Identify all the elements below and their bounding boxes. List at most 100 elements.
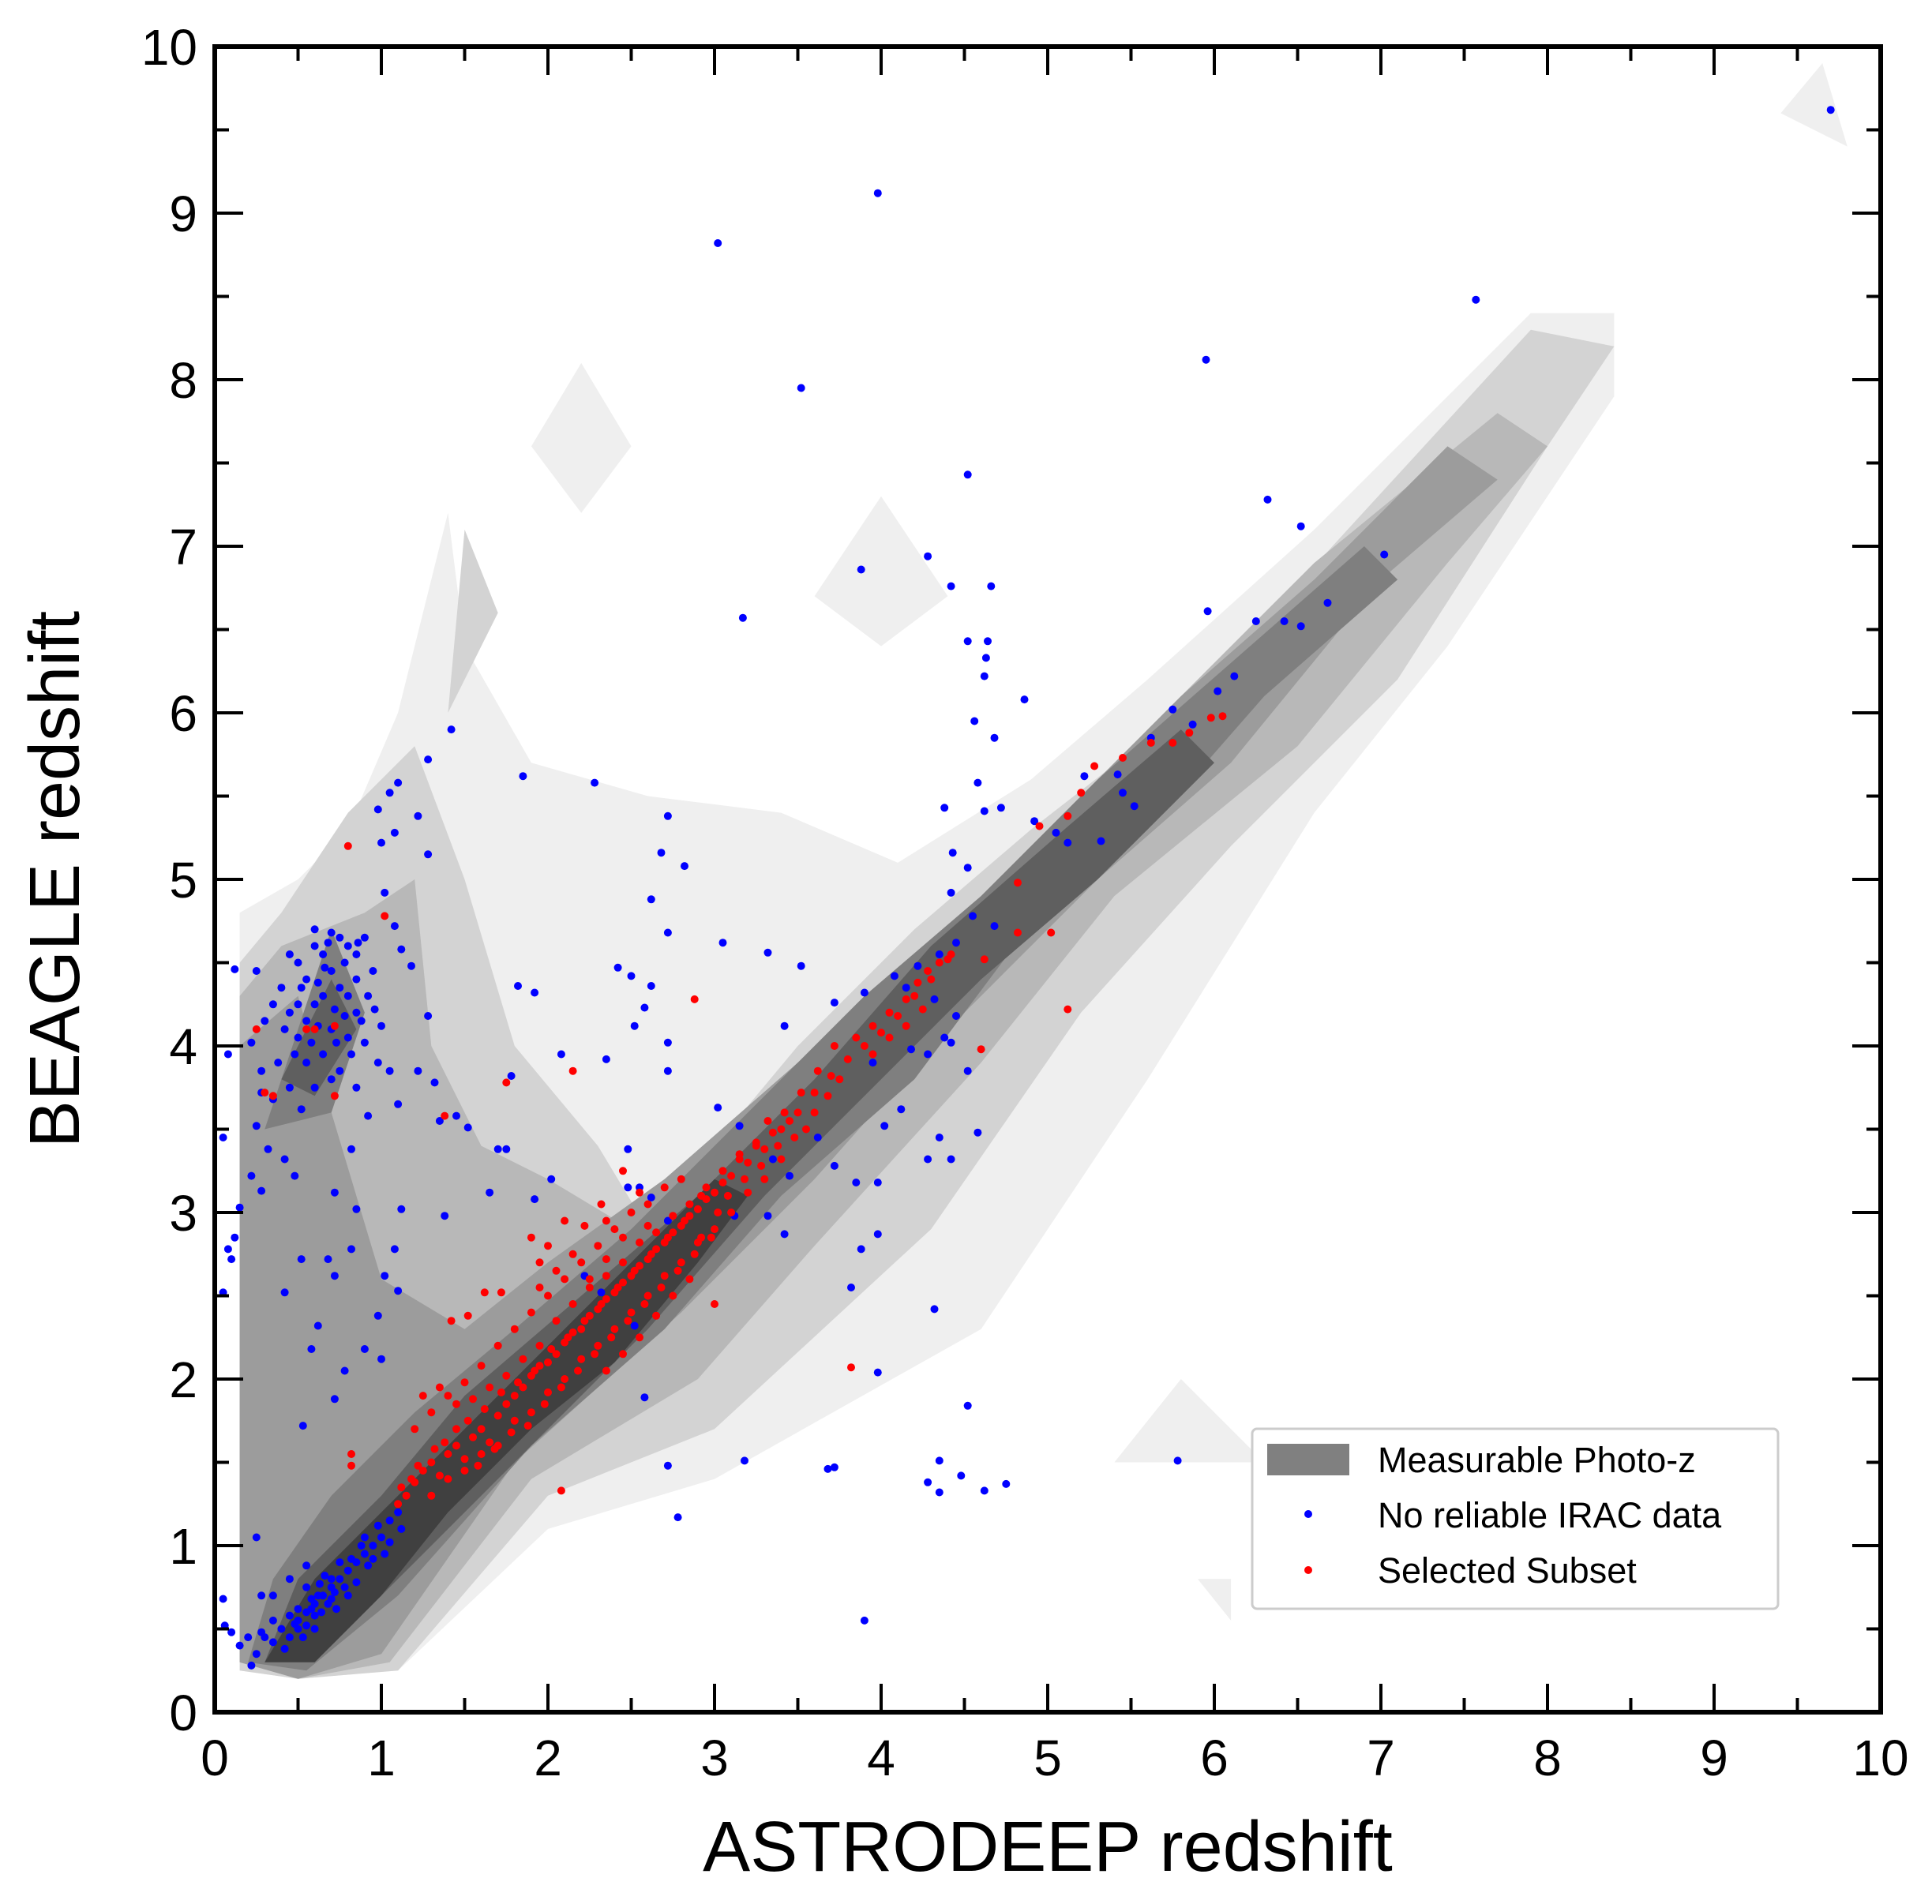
data-point [514,1378,522,1387]
data-point [452,1400,460,1408]
data-point [813,1134,822,1141]
data-point [327,928,336,937]
data-point [777,1155,786,1164]
contour-layer [239,63,1848,1679]
data-point [336,1066,344,1075]
y-axis-title: BEAGLE redshift [16,611,95,1148]
x-tick-label: 2 [534,1730,562,1786]
data-point [285,1633,294,1642]
data-point [873,1230,882,1239]
data-point [385,1538,394,1546]
data-point [302,1561,311,1570]
data-point [727,1171,736,1180]
y-tick-label: 0 [169,1685,197,1741]
data-point [497,1388,505,1396]
data-point [935,1134,943,1141]
data-point [930,995,939,1003]
data-point [330,1272,339,1280]
data-point [741,1175,748,1183]
data-point [510,1325,519,1333]
data-point [594,1341,602,1350]
data-point [327,1575,336,1584]
data-point [663,811,672,820]
x-axis-title: ASTRODEEP redshift [703,1808,1393,1887]
x-tick-label: 3 [700,1730,729,1786]
data-point [980,672,989,680]
data-point [427,1458,436,1467]
data-point [880,1122,889,1130]
data-point [535,1258,544,1267]
data-point [714,1209,722,1216]
data-point [235,1203,244,1212]
data-point [877,1029,885,1037]
data-point [268,1616,277,1625]
data-point [435,1117,444,1125]
data-point [519,1383,527,1392]
data-point [790,1134,799,1141]
x-tick-labels: 0 1 2 3 4 5 6 7 8 9 10 [201,1730,1908,1786]
data-point [315,1580,324,1588]
data-point [1214,687,1222,695]
data-point [624,1145,632,1153]
data-point [463,1416,472,1425]
data-point [935,958,943,967]
data-point [373,1059,382,1067]
data-point [597,1300,606,1308]
y-tick-label: 8 [169,352,197,409]
data-point [369,1554,377,1563]
data-point [343,991,352,1000]
data-point [370,1005,379,1014]
data-point [452,1425,460,1434]
data-point [963,1401,972,1410]
data-point [310,1025,319,1033]
data-point [630,1266,639,1275]
data-point [627,1308,636,1317]
data-point [397,1524,406,1533]
data-point [381,1550,389,1558]
data-point [1097,837,1105,845]
data-point [394,778,403,787]
data-point [564,1333,572,1342]
data-point [469,1395,477,1404]
data-point [1472,295,1480,304]
data-point [774,1141,782,1150]
data-point [319,950,328,958]
data-point [480,1405,489,1413]
data-point [1014,928,1022,937]
data-point [852,1179,861,1186]
data-point [1064,1005,1072,1014]
data-point [444,1475,452,1483]
data-point [935,1488,943,1497]
data-point [711,1225,718,1234]
data-point [252,1533,261,1542]
data-point [497,1288,505,1297]
data-point [519,1355,527,1363]
data-point [321,963,329,972]
data-point [427,1491,436,1500]
data-point [377,1021,385,1030]
data-point [277,1625,286,1633]
data-point [297,1255,306,1264]
data-point [902,1021,910,1030]
data-point [347,1461,355,1470]
data-point [424,1012,433,1020]
data-point [860,1042,868,1050]
data-point [373,1311,382,1320]
data-point [697,1191,706,1200]
data-point [381,1272,389,1280]
data-point [394,1287,403,1295]
data-point [527,1308,535,1317]
data-point [1064,811,1072,820]
data-point [830,1042,838,1050]
data-point [418,1467,427,1475]
data-point [652,1311,661,1320]
data-point [894,1012,902,1020]
y-tick-label: 10 [141,19,197,76]
data-point [390,828,399,837]
data-point [580,1221,589,1230]
data-point [441,1212,449,1220]
data-point [797,1089,805,1097]
data-point [340,958,349,967]
data-point [430,1078,439,1087]
